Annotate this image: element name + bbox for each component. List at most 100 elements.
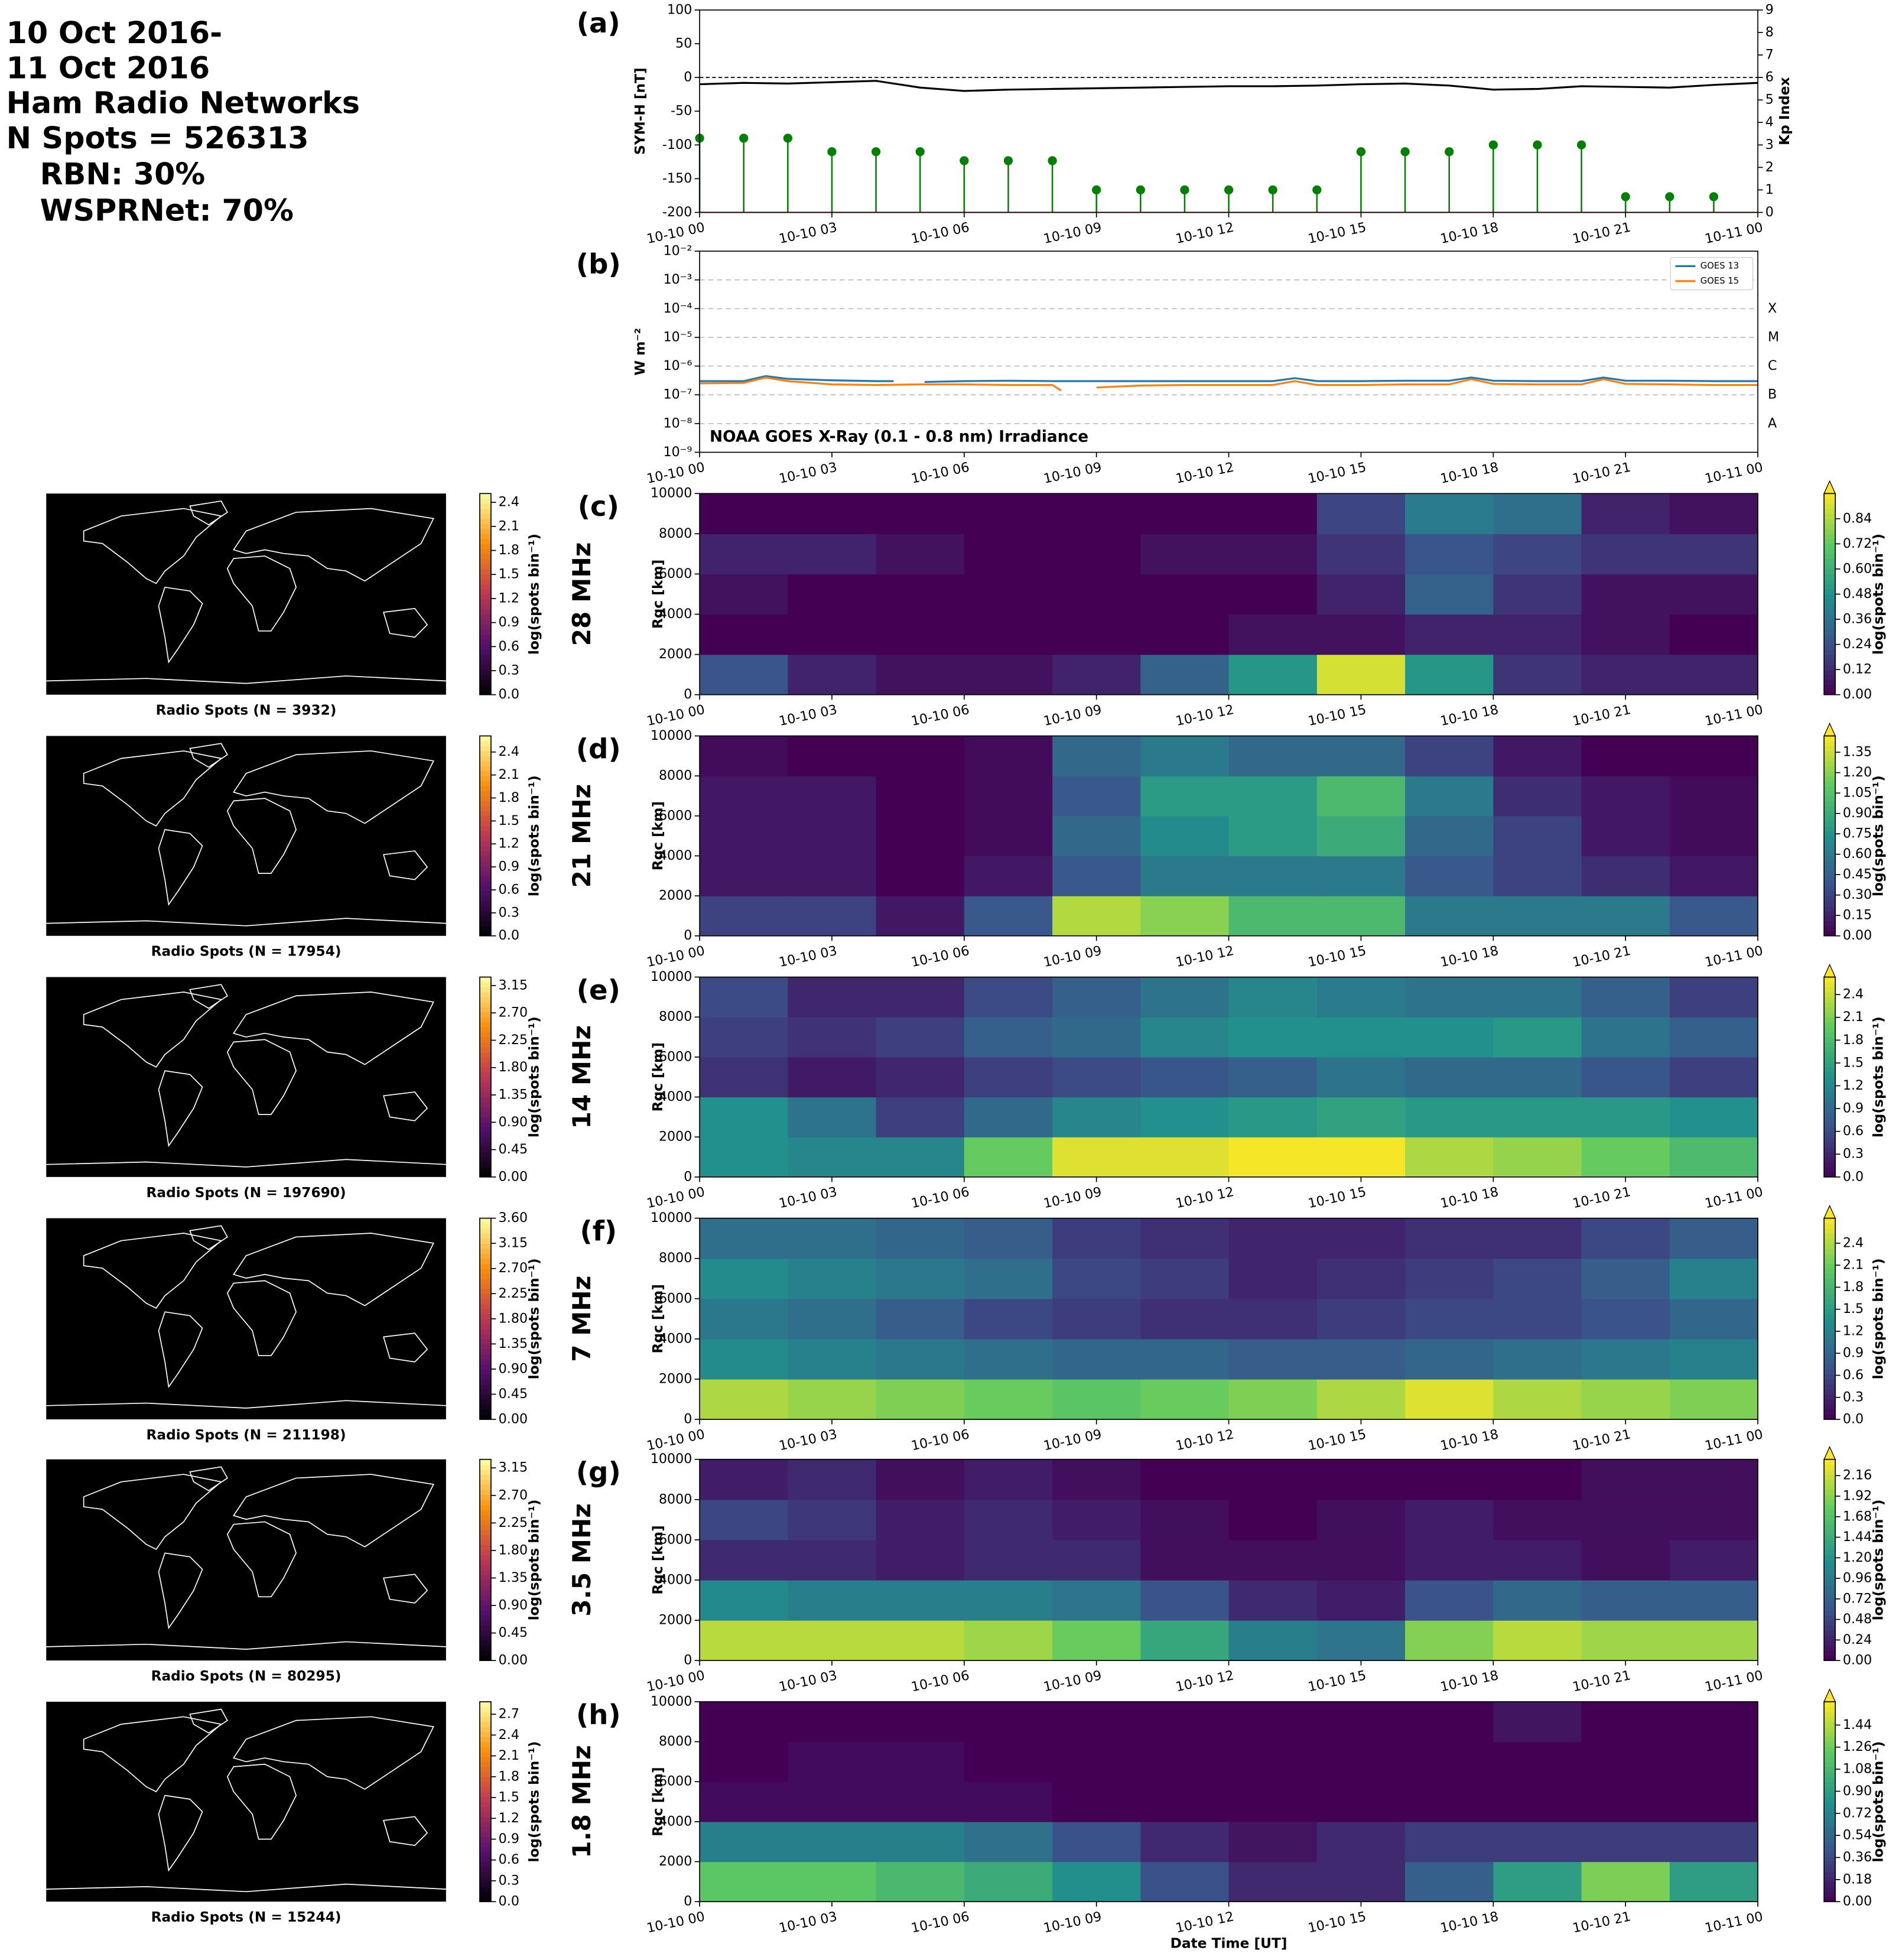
heatmap-cell	[788, 977, 877, 1018]
heatmap-cell	[964, 977, 1053, 1018]
colorbar-segment	[479, 921, 491, 927]
colorbar-segment	[1824, 801, 1836, 807]
colorbar-segment	[1824, 1172, 1836, 1178]
heatmap-cell	[1581, 1379, 1670, 1420]
colorbar-tick-label: 0.24	[1843, 636, 1872, 652]
heatmap-cell	[1405, 654, 1494, 695]
colorbar-label: log(spots bin⁻¹)	[526, 1258, 542, 1379]
colorbar-segment	[1824, 1238, 1836, 1244]
colorbar-segment	[1824, 841, 1836, 847]
heatmap-cell	[1669, 896, 1758, 937]
colorbar-segment	[1824, 1334, 1836, 1340]
heatmap-cell	[1316, 1701, 1406, 1743]
heatmap-cell	[1228, 815, 1318, 857]
colorbar-segment	[1824, 1459, 1836, 1465]
colorbar-segment	[479, 1409, 491, 1415]
colorbar-segment	[479, 1731, 491, 1737]
colorbar-segment	[1824, 554, 1836, 560]
heatmap-cell	[1669, 1701, 1758, 1743]
kp-marker	[1224, 185, 1234, 195]
flare-class-label: X	[1768, 301, 1777, 316]
colorbar-segment	[479, 1027, 491, 1033]
x-tick-label: 10-10 03	[778, 943, 838, 970]
heatmap-cell	[1669, 1861, 1758, 1902]
colorbar-segment	[479, 831, 491, 837]
heatmap-cell	[1405, 1499, 1494, 1540]
colorbar-segment	[479, 1243, 491, 1249]
colorbar-segment	[1824, 629, 1836, 635]
heatmap-cell	[876, 1741, 965, 1782]
colorbar-segment	[1824, 493, 1836, 499]
colorbar-segment	[1824, 1384, 1836, 1390]
colorbar-segment	[1824, 604, 1836, 610]
heatmap-cell	[1052, 1620, 1141, 1661]
colorbar-segment	[1824, 599, 1836, 605]
heatmap-cell	[1316, 856, 1406, 896]
colorbar-segment	[1824, 1792, 1836, 1798]
colorbar-segment	[1824, 1052, 1836, 1058]
heatmap-cell	[876, 1782, 965, 1822]
colorbar-segment	[1824, 1137, 1836, 1143]
heatmap-cell	[788, 1861, 877, 1902]
y-tick-label: 0	[684, 928, 692, 943]
heatmap-cell	[1669, 1258, 1758, 1299]
y-tick-label: 10⁻⁸	[664, 415, 692, 431]
kp-marker	[1180, 185, 1189, 195]
colorbar-tick-label: 2.25	[499, 1286, 528, 1301]
heatmap-cell	[788, 1459, 877, 1500]
heatmap-cell	[1405, 1017, 1494, 1058]
colorbar-tick-label: 1.35	[499, 1570, 528, 1585]
y2-axis-label: Kp Index	[1777, 77, 1793, 145]
heatmap-cell	[1316, 1379, 1406, 1420]
heatmap-cell	[964, 1741, 1053, 1782]
heatmap-cell	[1405, 1821, 1494, 1863]
heatmap-cell	[788, 1499, 877, 1540]
x-tick-label: 10-10 09	[1042, 1909, 1103, 1936]
heatmap-cell	[1052, 776, 1141, 817]
colorbar-segment	[1824, 1535, 1836, 1540]
colorbar-tick-label: 1.44	[1843, 1717, 1872, 1733]
heatmap-cell	[1669, 977, 1758, 1018]
colorbar-segment	[479, 1756, 491, 1763]
heatmap-cell	[1581, 1258, 1670, 1299]
colorbar-segment	[479, 992, 491, 997]
panel-label: (e)	[577, 974, 620, 1006]
colorbar-extend	[1823, 1446, 1836, 1460]
colorbar-segment	[1824, 987, 1836, 993]
colorbar-segment	[1824, 1027, 1836, 1033]
heatmap-cell	[876, 1298, 965, 1340]
x-tick-label: 10-10 15	[1307, 220, 1368, 247]
colorbar-tick-label: 0.0	[1843, 1169, 1864, 1184]
colorbar-segment	[1824, 1615, 1836, 1621]
heatmap-cell	[700, 1017, 788, 1058]
heatmap-cell	[1140, 493, 1230, 534]
heatmap-cell	[964, 896, 1053, 937]
heatmap-cell	[1581, 1218, 1670, 1259]
heatmap-cell	[1052, 1459, 1141, 1500]
colorbar-segment	[1824, 1484, 1836, 1490]
heatmap-cell	[964, 1137, 1053, 1178]
header-line: RBN: 30%	[40, 157, 206, 191]
colorbar-segment	[479, 740, 491, 746]
colorbar-segment	[479, 518, 491, 524]
heatmap-cell	[1140, 1459, 1230, 1500]
colorbar-segment	[479, 1876, 491, 1883]
colorbar-segment	[479, 886, 491, 892]
y-tick-label: 0	[1765, 204, 1774, 220]
x-tick-label: 10-10 03	[778, 1426, 838, 1454]
colorbar-segment	[1824, 1802, 1836, 1808]
heatmap-cell	[1052, 896, 1141, 937]
colorbar-segment	[1824, 925, 1836, 931]
heatmap-cell	[1493, 1137, 1582, 1178]
x-tick-label: 10-10 12	[1175, 460, 1235, 487]
heatmap-cell	[1316, 614, 1406, 655]
colorbar-segment	[479, 1062, 491, 1068]
colorbar-segment	[479, 508, 491, 514]
heatmap-cell	[1581, 1539, 1670, 1581]
colorbar-tick-label: 1.2	[1843, 1323, 1864, 1338]
header-line: WSPRNet: 70%	[40, 193, 294, 227]
heatmap-cell	[1581, 776, 1670, 817]
kp-marker	[1092, 185, 1101, 195]
colorbar-tick-label: 3.15	[499, 977, 528, 993]
